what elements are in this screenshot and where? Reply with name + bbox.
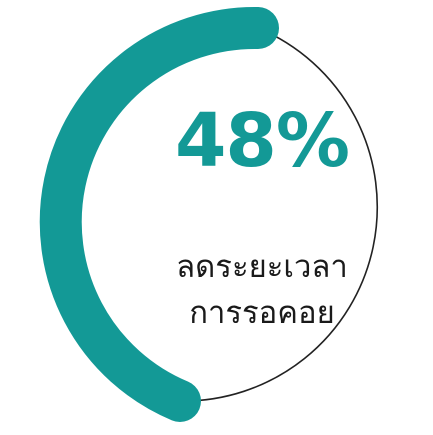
stat-value: 48% bbox=[174, 98, 350, 184]
stat-caption-line-2: การรอคอย bbox=[189, 295, 335, 331]
stat-caption: ลดระยะเวลา การรอคอย bbox=[140, 244, 384, 336]
ring-progress-arc bbox=[39, 6, 279, 422]
ring-outline-arc bbox=[179, 27, 379, 402]
stat-caption-line-1: ลดระยะเวลา bbox=[176, 249, 348, 285]
